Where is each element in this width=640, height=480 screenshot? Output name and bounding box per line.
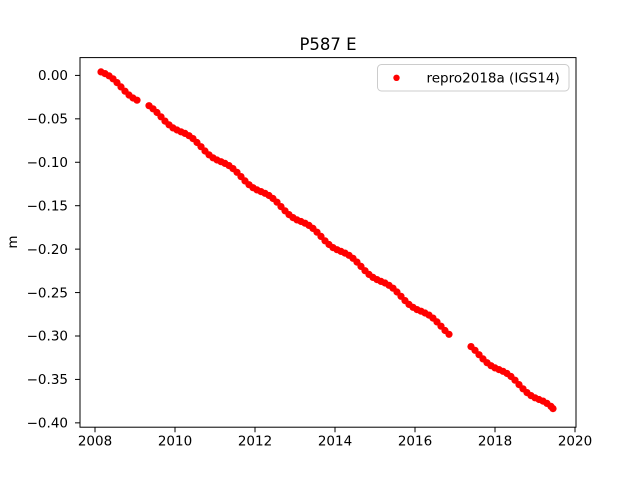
x-tick-label: 2016 (398, 434, 432, 450)
y-tick-label: −0.35 (27, 372, 68, 388)
y-tick-label: −0.30 (27, 329, 68, 345)
y-tick-label: −0.15 (27, 198, 68, 214)
legend-marker-dot-icon (393, 74, 400, 82)
y-tick-label: 0.00 (38, 68, 68, 84)
x-tick-label: 2014 (318, 434, 352, 450)
legend: repro2018a (IGS14) (377, 64, 570, 92)
scatter-point (133, 96, 141, 104)
x-tick-label: 2008 (78, 434, 112, 450)
scatter-series (97, 68, 557, 413)
y-axis-label: m (5, 235, 21, 248)
legend-box (377, 64, 570, 92)
y-tick-label: −0.10 (27, 155, 68, 171)
y-tick-label: −0.25 (27, 285, 68, 301)
x-tick-label: 2012 (238, 434, 272, 450)
scatter-point (445, 330, 453, 338)
x-tick-label: 2010 (158, 434, 192, 450)
scatter-point (549, 405, 557, 413)
y-tick-label: −0.40 (27, 416, 68, 432)
x-tick-label: 2020 (558, 434, 592, 450)
chart-title: P587 E (299, 35, 356, 54)
y-tick-label: −0.20 (27, 242, 68, 258)
y-tick-label: −0.05 (27, 112, 68, 128)
plot-frame (79, 57, 577, 428)
legend-label: repro2018a (IGS14) (427, 70, 560, 86)
x-tick-label: 2018 (478, 434, 512, 450)
axis-ticks: 2008 2010 2012 2014 2016 2018 2020 0.00 −0.05 −0.… (27, 68, 593, 450)
